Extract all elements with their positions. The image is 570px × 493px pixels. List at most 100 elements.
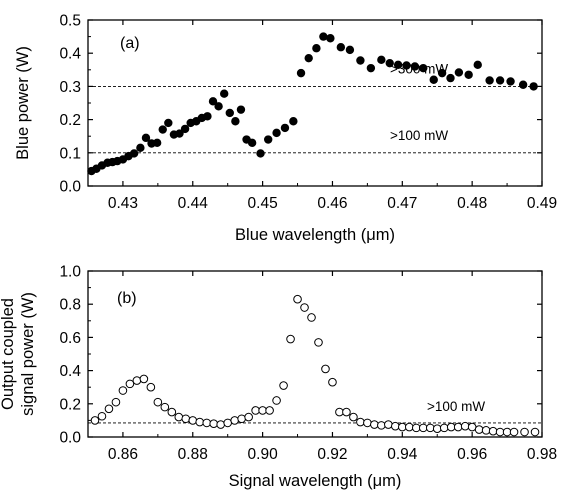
data-point [289, 117, 298, 126]
data-point [377, 55, 386, 65]
data-point [300, 303, 309, 312]
data-point [474, 425, 484, 434]
reference-line-label: >100 mW [390, 128, 448, 143]
y-tick-label: 0.6 [59, 330, 81, 347]
data-point [326, 34, 335, 43]
data-point [272, 396, 281, 405]
data-point [370, 420, 379, 429]
x-tick-label: 0.47 [387, 195, 417, 212]
data-point [529, 82, 538, 91]
data-point [296, 68, 306, 78]
data-point [219, 89, 229, 98]
data-point [312, 44, 321, 53]
chart-panel-b: >100 mW 0.86 0.88 0.90 0.92 0.94 0.96 0.980.00… [0, 264, 557, 491]
x-tick-label: 0.88 [178, 446, 208, 463]
x-tick-label: 0.48 [457, 195, 487, 212]
y-axis-title-b-line-1: Output coupled [0, 298, 17, 410]
x-tick-label: 0.44 [178, 195, 209, 212]
x-axis-title-b: Signal wavelength (μm) [229, 472, 402, 490]
data-point [90, 416, 100, 425]
data-point [181, 414, 191, 424]
y-tick-label: 0.0 [59, 430, 81, 447]
data-points-b [90, 294, 540, 437]
data-point [225, 108, 234, 118]
data-point [279, 381, 288, 390]
data-point [432, 424, 442, 434]
data-point [464, 70, 473, 79]
data-point [152, 138, 162, 148]
data-point [363, 418, 372, 428]
data-point [208, 97, 218, 106]
panel-label-a: (a) [120, 35, 140, 52]
x-tick-label: 0.90 [248, 446, 279, 463]
data-point [247, 138, 257, 148]
y-tick-label: 0.1 [59, 145, 81, 162]
data-point [293, 294, 302, 304]
data-point [481, 426, 491, 435]
data-point [485, 76, 494, 85]
data-point [214, 102, 223, 111]
data-point [495, 76, 505, 85]
data-point [125, 379, 135, 389]
data-point [393, 60, 403, 70]
data-point [429, 75, 438, 84]
data-point [132, 376, 142, 385]
reference-lines-b: >100 mW [88, 399, 542, 424]
data-point [244, 412, 253, 422]
data-point [530, 427, 540, 437]
data-point [237, 414, 246, 424]
data-point [153, 397, 163, 407]
x-tick-label: 0.86 [108, 446, 138, 463]
data-point [460, 421, 470, 431]
x-axis-title-a: Blue wavelength (μm) [235, 226, 395, 244]
panel-label-b: (b) [117, 290, 137, 307]
axis-ticks-b: 0.86 0.88 0.90 0.92 0.94 0.96 0.98 0.0 0.2 0.4 0.6… [59, 264, 557, 464]
data-point [258, 406, 267, 415]
data-point [506, 77, 515, 86]
data-point [97, 411, 107, 421]
data-point [411, 423, 421, 433]
x-tick-label: 0.94 [387, 446, 418, 463]
data-point [209, 419, 219, 429]
y-tick-label: 0.2 [59, 112, 81, 129]
data-point [402, 61, 411, 70]
data-point [195, 417, 205, 427]
data-point [265, 406, 274, 415]
data-point [236, 105, 246, 114]
data-point [328, 377, 337, 387]
x-tick-label: 0.43 [108, 195, 138, 212]
y-tick-label: 0.4 [59, 363, 81, 380]
data-point [202, 418, 212, 428]
x-tick-label: 0.92 [317, 446, 347, 463]
data-point [345, 45, 355, 55]
data-point [104, 404, 114, 414]
data-point [437, 68, 447, 78]
data-point [216, 420, 226, 429]
data-point [167, 407, 177, 417]
data-point [439, 423, 449, 433]
data-point [174, 412, 184, 422]
data-point [286, 334, 295, 344]
data-points-a [87, 32, 538, 176]
x-tick-label: 0.45 [248, 195, 278, 212]
data-point [391, 421, 400, 431]
data-point [336, 43, 346, 52]
data-point [139, 374, 149, 384]
chart-panel-a: >300 mW>100 mW 0.43 0.44 0.45 0.46 0.47 0.48 0… [14, 13, 557, 245]
data-point [314, 338, 323, 347]
data-point [160, 402, 170, 412]
data-point [366, 63, 376, 73]
x-tick-label: 0.98 [527, 446, 557, 463]
data-point [158, 125, 167, 134]
data-point [203, 112, 212, 121]
data-point [418, 423, 428, 433]
data-point [321, 364, 330, 374]
x-tick-label: 0.46 [317, 195, 347, 212]
data-point [280, 123, 290, 133]
data-point [231, 117, 240, 126]
data-point [473, 60, 482, 70]
data-point [118, 386, 128, 395]
data-point [188, 416, 198, 425]
data-point [136, 143, 145, 153]
